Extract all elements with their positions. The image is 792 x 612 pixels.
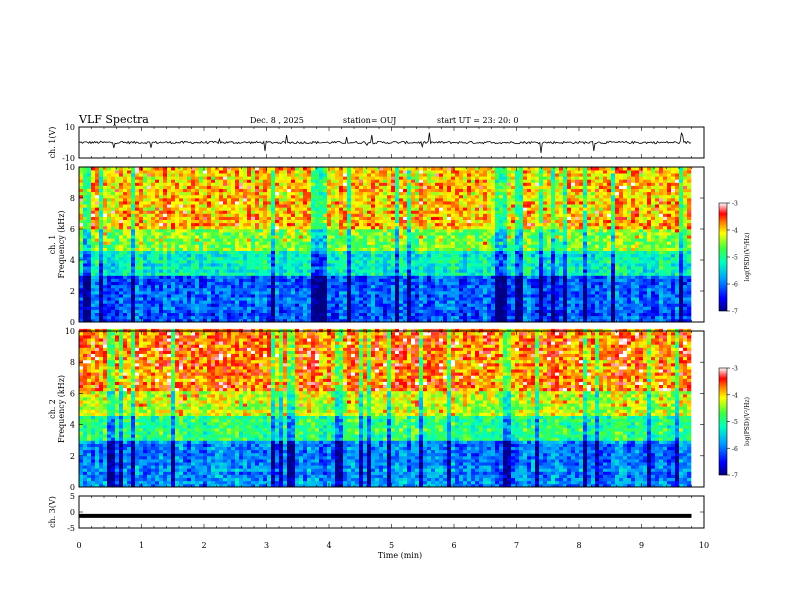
y-axis-label: Frequency (kHz) [57, 210, 66, 278]
figure-title: VLF Spectra [78, 113, 149, 126]
x-tick-label: 6 [451, 541, 456, 550]
x-axis-label: Time (min) [378, 551, 422, 560]
y-axis-label: ch. 2 [48, 399, 57, 419]
ch2-colorbar: -3 -4 -5 -6 -7 log(PSD)(V²/Hz) [718, 366, 751, 480]
ch2-spectrogram-panel: 0 2 4 6 8 10 ch. 2 Frequency (kHz) [48, 327, 705, 492]
x-tick-label: 3 [264, 541, 269, 550]
x-tick-label: 0 [76, 541, 81, 550]
colorbar-tick-label: -4 [732, 392, 738, 399]
y-tick-label: 2 [70, 287, 75, 296]
x-axis: 0 1 2 3 4 5 6 7 8 9 10 [76, 541, 709, 550]
y-tick-label: 6 [70, 225, 75, 234]
colorbar-tick-label: -6 [732, 282, 738, 289]
y-axis-label: ch. 1(V) [48, 127, 57, 159]
y-tick-label: 10 [65, 123, 75, 132]
y-tick-label: 0 [70, 483, 75, 492]
x-tick-label: 2 [201, 541, 206, 550]
colorbar-scale [718, 202, 728, 312]
x-tick-label: 1 [139, 541, 144, 550]
ch1-spectrogram-panel: 0 2 4 6 8 10 ch. 1 Frequency (kHz) [48, 163, 705, 327]
ch1-spectrogram-blank [692, 167, 704, 322]
y-tick-label: 4 [70, 256, 75, 265]
x-tick-label: 7 [514, 541, 519, 550]
y-tick-label: -10 [62, 154, 75, 163]
x-tick-label: 8 [576, 541, 581, 550]
y-tick-label: 2 [70, 452, 75, 461]
ch3-waveform-frame [78, 495, 705, 529]
colorbar-tick-label: -5 [732, 419, 738, 426]
ch2-spectrogram-cells [79, 328, 692, 488]
y-tick-label: 0 [70, 508, 75, 517]
colorbar-tick-label: -6 [732, 446, 738, 453]
x-tick-label: 4 [326, 541, 331, 550]
y-axis-label: ch. 3(V) [48, 496, 57, 528]
ch1-waveform-panel: 10 -10 ch. 1(V) [48, 123, 705, 163]
colorbar-label: log(PSD)(V²/Hz) [744, 233, 751, 282]
x-tick-label: 5 [389, 541, 394, 550]
y-axis-label: Frequency (kHz) [57, 375, 66, 443]
x-tick-label: 9 [639, 541, 644, 550]
y-tick-label: 4 [70, 421, 75, 430]
ch3-waveform-panel: 5 0 -5 ch. 3(V) [48, 492, 705, 533]
colorbar-scale [718, 367, 728, 476]
colorbar-tick-label: -3 [732, 201, 738, 208]
y-tick-label: 10 [65, 327, 75, 336]
ch2-spectrogram-blank [692, 331, 704, 487]
y-tick-label: 6 [70, 389, 75, 398]
ch1-waveform-line [78, 131, 692, 154]
y-tick-label: 10 [65, 163, 75, 172]
colorbar-tick-label: -7 [732, 473, 738, 480]
ch1-colorbar: -3 -4 -5 -6 -7 log(PSD)(V²/Hz) [718, 201, 751, 316]
colorbar-tick-label: -7 [732, 309, 738, 316]
colorbar-label: log(PSD)(V²/Hz) [744, 397, 751, 446]
ch1-spectrogram-cells [79, 167, 692, 323]
colorbar-tick-label: -5 [732, 255, 738, 262]
date-label: Dec. 8 , 2025 [250, 116, 304, 125]
y-axis-label: ch. 1 [48, 235, 57, 255]
start-time-label: start UT = 23: 20: 0 [437, 116, 518, 125]
y-tick-label: 0 [70, 318, 75, 327]
colorbar-tick-label: -4 [732, 228, 738, 235]
station-label: station= OUJ [343, 116, 396, 125]
y-tick-label: -5 [67, 524, 75, 533]
y-tick-label: 5 [70, 492, 75, 501]
colorbar-tick-label: -3 [732, 366, 738, 373]
y-tick-label: 8 [70, 358, 75, 367]
y-tick-label: 8 [70, 194, 75, 203]
x-tick-label: 10 [699, 541, 709, 550]
